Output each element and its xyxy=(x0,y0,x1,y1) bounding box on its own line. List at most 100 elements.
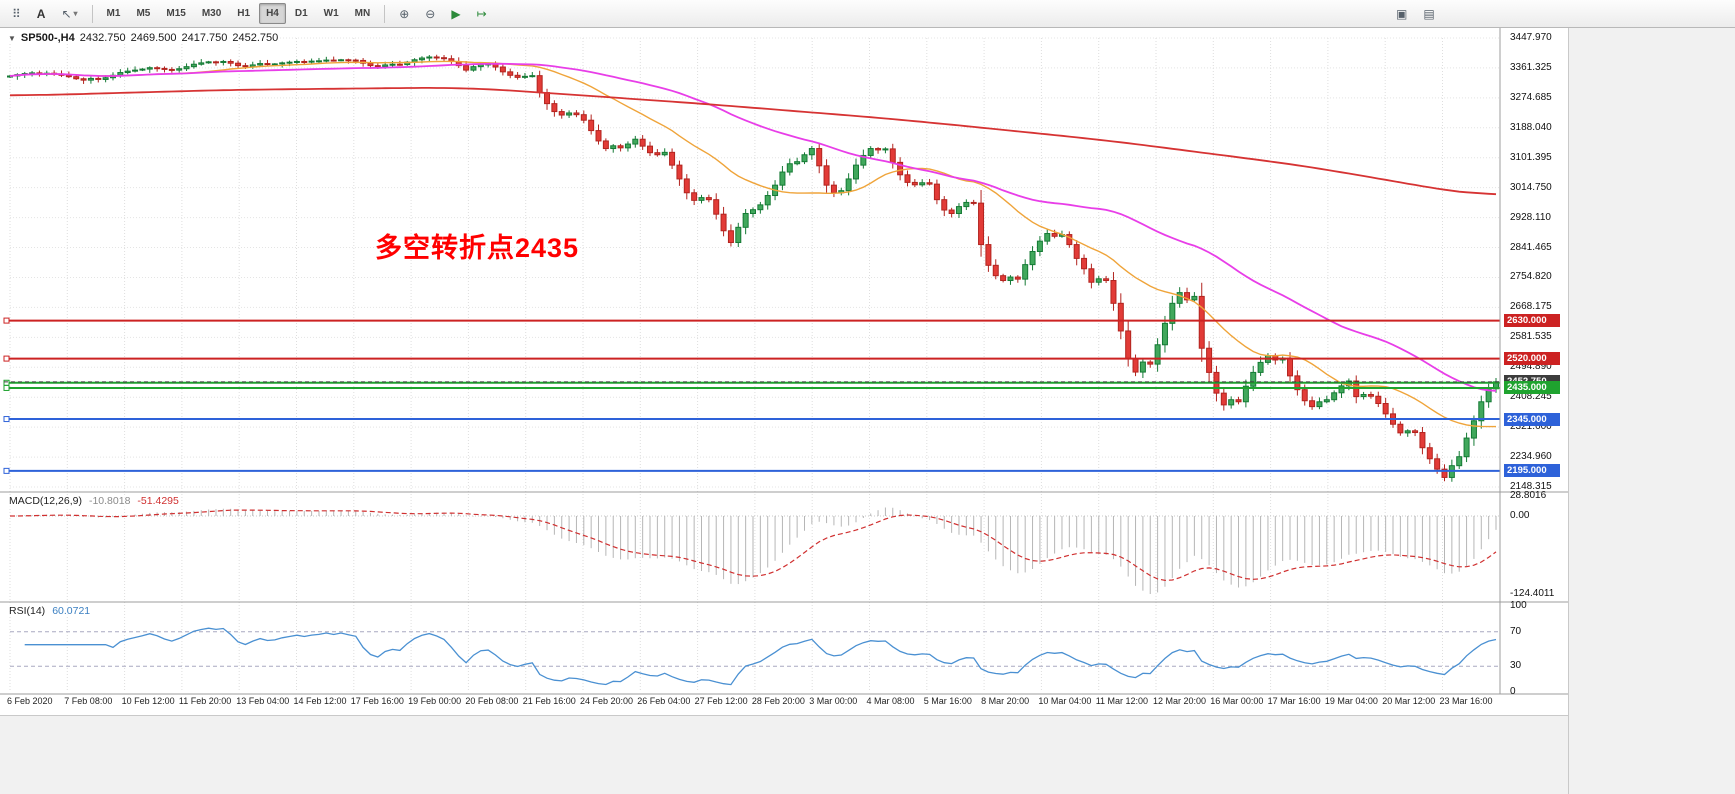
timeframe-button-h1[interactable]: H1 xyxy=(237,8,251,19)
chart-window-button[interactable]: ▣ xyxy=(1389,4,1414,25)
resistance-line-price-tag[interactable]: 2520.000 xyxy=(1504,352,1560,366)
macd-signal-value: -51.4295 xyxy=(137,495,179,507)
macd-scale-label[interactable]: 28.8016 xyxy=(1510,490,1547,501)
ohlc-close: 2452.750 xyxy=(232,32,279,44)
time-axis-label[interactable]: 17 Feb 16:00 xyxy=(350,696,404,706)
arrow-tool-button[interactable]: ↖ ▾ xyxy=(54,3,84,24)
time-axis-label[interactable]: 11 Feb 20:00 xyxy=(178,696,232,706)
macd-histogram xyxy=(16,507,1497,594)
time-axis-label[interactable]: 14 Feb 12:00 xyxy=(293,696,347,706)
price-axis-label[interactable]: 2668.175 xyxy=(1510,301,1552,313)
time-axis-label[interactable]: 10 Mar 04:00 xyxy=(1038,696,1092,706)
pivot-line-price-tag[interactable]: 2435.000 xyxy=(1504,381,1560,395)
line-handle[interactable] xyxy=(3,379,10,386)
time-axis-label[interactable]: 16 Mar 00:00 xyxy=(1210,696,1264,706)
time-axis-label[interactable]: 11 Mar 12:00 xyxy=(1095,696,1149,706)
price-level-lines[interactable] xyxy=(3,317,1500,474)
price-axis-label[interactable]: 2841.465 xyxy=(1510,241,1552,253)
toolbar-separator xyxy=(384,4,386,23)
macd-signal-line xyxy=(10,509,1497,582)
toolbar-grip-icon: ⠿ xyxy=(12,6,21,21)
toolbar-tools-group: ⠿ A ↖ ▾ xyxy=(4,0,86,27)
collapse-caret-icon[interactable]: ▼ xyxy=(8,33,16,43)
rsi-scale-label[interactable]: 0 xyxy=(1510,686,1516,697)
zoom-in-icon: ⊕ xyxy=(399,6,410,21)
price-axis-label[interactable]: 3447.970 xyxy=(1510,32,1552,43)
timeframe-button-m1[interactable]: M1 xyxy=(106,8,121,19)
toolbar-grip-button[interactable]: ⠿ xyxy=(5,3,28,24)
price-axis-label[interactable]: 2494.890 xyxy=(1510,361,1552,373)
price-axis-label[interactable]: 2754.820 xyxy=(1510,271,1552,283)
time-axis-label[interactable]: 6 Feb 2020 xyxy=(7,696,53,706)
price-axis-label[interactable]: 2321.600 xyxy=(1510,421,1552,433)
price-axis-label[interactable]: 2581.535 xyxy=(1510,331,1552,343)
text-tool-icon: A xyxy=(36,6,46,21)
time-axis-label[interactable]: 3 Mar 00:00 xyxy=(809,696,858,706)
price-axis-label[interactable]: 3188.040 xyxy=(1510,121,1552,133)
time-axis-label[interactable]: 20 Mar 12:00 xyxy=(1382,696,1436,706)
time-axis-label[interactable]: 5 Mar 16:00 xyxy=(923,696,972,706)
time-axis-label[interactable]: 10 Feb 12:00 xyxy=(121,696,175,706)
ma-slow-line xyxy=(9,87,1497,196)
price-axis-label[interactable]: 3014.750 xyxy=(1510,181,1552,193)
support-line-price-tag[interactable]: 2195.000 xyxy=(1504,464,1560,478)
timeframe-button-d1[interactable]: D1 xyxy=(294,8,308,19)
timeframe-button-m15[interactable]: M15 xyxy=(166,8,186,19)
timeframe-button-m30[interactable]: M30 xyxy=(201,8,222,19)
time-axis-label[interactable]: 17 Mar 16:00 xyxy=(1267,696,1321,706)
price-axis-label[interactable]: 2928.110 xyxy=(1510,211,1551,223)
time-axis-label[interactable]: 23 Mar 16:00 xyxy=(1439,696,1493,706)
timeframe-button-m5[interactable]: M5 xyxy=(136,8,151,19)
line-handle[interactable] xyxy=(3,355,10,362)
support-line-price-tag[interactable]: 2345.000 xyxy=(1504,412,1560,426)
chart-shift-icon: ↦ xyxy=(476,6,487,21)
price-axis-label[interactable]: 2234.960 xyxy=(1510,451,1552,463)
time-axis-label[interactable]: 19 Mar 04:00 xyxy=(1324,696,1378,706)
line-handle[interactable] xyxy=(3,416,10,423)
time-axis-label[interactable]: 20 Feb 08:00 xyxy=(465,696,519,706)
rsi-scale-label[interactable]: 70 xyxy=(1510,625,1522,637)
rsi-name: RSI(14) xyxy=(9,605,46,617)
price-axis-label[interactable]: 3101.395 xyxy=(1510,151,1552,163)
time-axis-label[interactable]: 27 Feb 12:00 xyxy=(694,696,748,706)
price-axis-label[interactable]: 3361.325 xyxy=(1510,61,1552,73)
chart-window-icon: ▣ xyxy=(1396,7,1408,21)
chart-shift-button[interactable]: ↦ xyxy=(470,3,494,24)
time-axis-label[interactable]: 4 Mar 08:00 xyxy=(866,696,915,706)
price-axis-label[interactable]: 2148.315 xyxy=(1510,481,1552,492)
zoom-out-button[interactable]: ⊖ xyxy=(418,3,442,24)
line-handle[interactable] xyxy=(3,467,10,474)
time-axis-label[interactable]: 7 Feb 08:00 xyxy=(64,696,113,706)
symbol-period-label: SP500-,H4 xyxy=(20,32,75,44)
rsi-label-row: RSI(14) 60.0721 xyxy=(7,605,93,617)
auto-scroll-button[interactable]: ▶ xyxy=(444,3,467,24)
resistance-line-price-tag[interactable]: 2630.000 xyxy=(1504,314,1560,328)
time-axis-label[interactable]: 8 Mar 20:00 xyxy=(981,696,1030,706)
timeframe-button-mn[interactable]: MN xyxy=(354,8,371,19)
time-axis-label[interactable]: 13 Feb 04:00 xyxy=(236,696,290,706)
zoom-in-button[interactable]: ⊕ xyxy=(392,3,416,24)
rsi-scale-label[interactable]: 30 xyxy=(1510,660,1522,672)
chart-tools-group: ⊕ ⊖ ▶ ↦ xyxy=(391,0,494,27)
time-axis-label[interactable]: 21 Feb 16:00 xyxy=(522,696,576,706)
price-axis-label[interactable]: 2408.245 xyxy=(1510,391,1552,403)
time-axis-label[interactable]: 12 Mar 20:00 xyxy=(1153,696,1207,706)
tile-windows-button[interactable]: ▤ xyxy=(1416,4,1441,25)
rsi-scale-label[interactable]: 100 xyxy=(1510,600,1527,611)
chart-annotation: 多空转折点2435 xyxy=(375,233,580,263)
macd-scale-label[interactable]: 0.00 xyxy=(1510,510,1530,521)
time-axis-label[interactable]: 24 Feb 20:00 xyxy=(580,696,634,706)
timeframe-button-h4[interactable]: H4 xyxy=(259,3,286,24)
time-axis-label[interactable]: 28 Feb 20:00 xyxy=(751,696,805,706)
macd-scale-label[interactable]: -124.4011 xyxy=(1510,588,1555,599)
text-tool-button[interactable]: A xyxy=(30,3,53,24)
chart-canvas[interactable] xyxy=(0,28,1568,715)
time-axis-label[interactable]: 19 Feb 00:00 xyxy=(408,696,462,706)
line-handle[interactable] xyxy=(3,317,10,324)
time-axis-label[interactable]: 26 Feb 04:00 xyxy=(637,696,691,706)
price-axis-label[interactable]: 3274.685 xyxy=(1510,91,1552,103)
auto-scroll-icon: ▶ xyxy=(451,6,461,21)
timeframe-button-w1[interactable]: W1 xyxy=(323,8,339,19)
line-handle[interactable] xyxy=(3,384,10,391)
chart-window[interactable]: 6 Feb 2020 7 Feb 08:00 10 Feb 12:00 11 Feb … xyxy=(0,28,1568,715)
